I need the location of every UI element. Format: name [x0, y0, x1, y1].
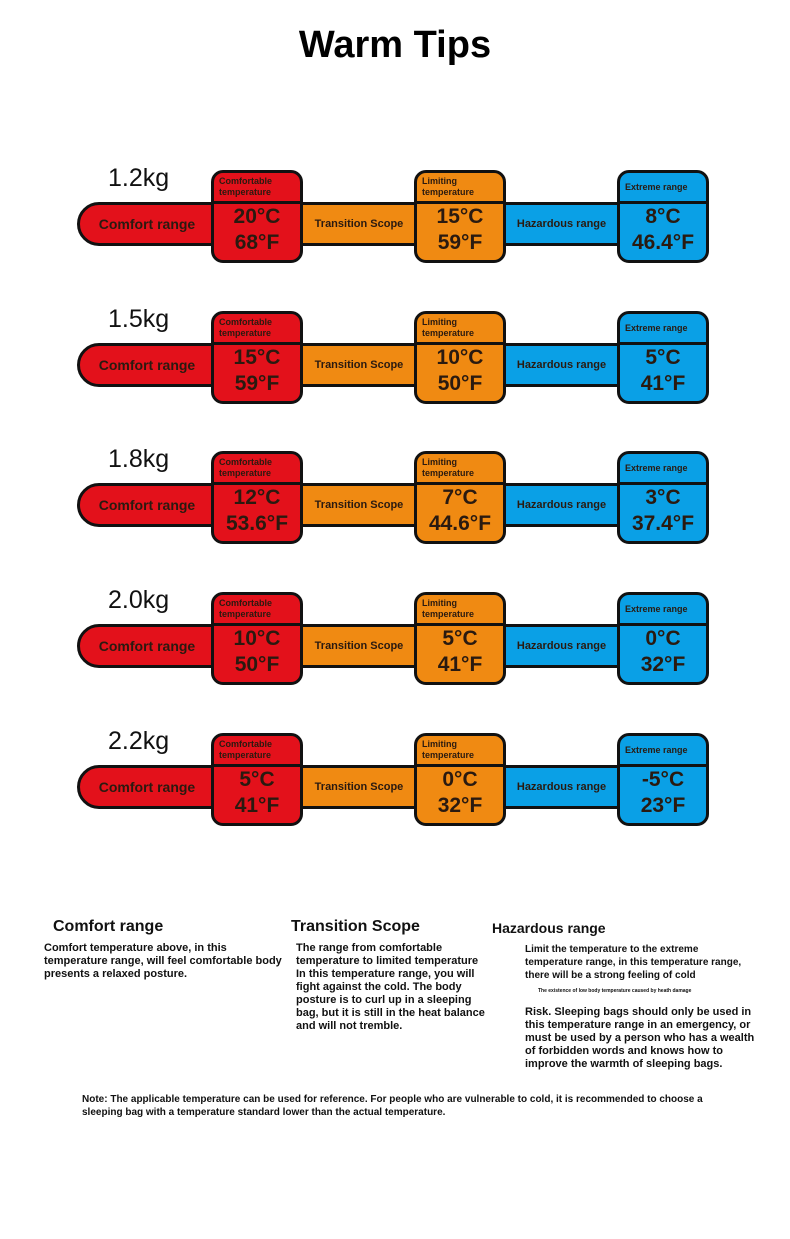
- comfortable-temperature-box: Comfortable temperature 5°C 41°F: [211, 732, 303, 826]
- hazardous-range-bar: Hazardous range: [501, 342, 622, 387]
- box-header: Comfortable temperature: [214, 595, 300, 627]
- box-header: Extreme range: [620, 736, 706, 767]
- box-header: Extreme range: [620, 454, 706, 486]
- celsius-value: 7°C: [442, 486, 478, 510]
- celsius-value: -5°C: [641, 767, 685, 791]
- extreme-range-box: Extreme range 3°C 37.4°F: [617, 451, 709, 545]
- celsius-value: 15°C: [233, 345, 281, 369]
- comfort-range-bar: Comfort range: [77, 764, 217, 809]
- fahrenheit-value: 41°F: [234, 793, 280, 817]
- comfortable-temperature-box: Comfortable temperature 12°C 53.6°F: [211, 451, 303, 545]
- weight-row: 2.2kg Comfort range Transition Scope Haz…: [0, 727, 790, 833]
- transition-heading: Transition Scope: [291, 918, 420, 935]
- fahrenheit-value: 50°F: [437, 371, 483, 395]
- fahrenheit-value: 41°F: [640, 371, 686, 395]
- celsius-value: 5°C: [239, 767, 275, 791]
- box-header: Comfortable temperature: [214, 173, 300, 204]
- transition-scope-bar: Transition Scope: [298, 764, 420, 809]
- celsius-value: 20°C: [233, 205, 281, 228]
- comfort-range-bar: Comfort range: [77, 342, 217, 387]
- fahrenheit-value: 37.4°F: [631, 512, 695, 536]
- box-header: Limiting temperature: [417, 595, 503, 627]
- extreme-range-box: Extreme range 5°C 41°F: [617, 310, 709, 404]
- celsius-value: 3°C: [645, 486, 681, 510]
- box-header: Limiting temperature: [417, 314, 503, 345]
- celsius-value: 10°C: [233, 627, 281, 651]
- extreme-range-box: Extreme range -5°C 23°F: [617, 732, 709, 826]
- celsius-value: 5°C: [645, 345, 681, 369]
- box-header: Limiting temperature: [417, 736, 503, 767]
- hazardous-range-bar: Hazardous range: [501, 202, 622, 246]
- box-header: Comfortable temperature: [214, 454, 300, 486]
- fahrenheit-value: 32°F: [640, 653, 686, 677]
- weight-label: 1.8kg: [108, 445, 170, 474]
- hazard-heading: Hazardous range: [492, 920, 606, 936]
- celsius-value: 0°C: [645, 627, 681, 651]
- box-header: Extreme range: [620, 314, 706, 345]
- fahrenheit-value: 23°F: [640, 793, 686, 817]
- comfort-heading: Comfort range: [53, 918, 164, 935]
- box-header: Limiting temperature: [417, 454, 503, 486]
- hazardous-range-bar: Hazardous range: [501, 483, 622, 528]
- comfort-range-bar: Comfort range: [77, 202, 217, 246]
- fahrenheit-value: 59°F: [234, 371, 280, 395]
- extreme-range-box: Extreme range 0°C 32°F: [617, 592, 709, 686]
- comfort-text: Comfort temperature above, in this tempe…: [44, 942, 282, 980]
- celsius-value: 0°C: [442, 767, 478, 791]
- comfort-range-bar: Comfort range: [77, 483, 217, 528]
- celsius-value: 5°C: [442, 627, 478, 651]
- hazardous-range-bar: Hazardous range: [501, 624, 622, 669]
- hazard-text-1: Limit the temperature to the extreme tem…: [525, 944, 742, 981]
- fahrenheit-value: 68°F: [234, 231, 280, 254]
- transition-text: The range from comfortable temperature t…: [296, 942, 485, 1032]
- transition-scope-bar: Transition Scope: [298, 483, 420, 528]
- fahrenheit-value: 50°F: [234, 653, 280, 677]
- weight-label: 1.5kg: [108, 304, 170, 333]
- celsius-value: 15°C: [436, 205, 484, 228]
- hazard-small-text: The existence of low body temperature ca…: [538, 988, 692, 994]
- limiting-temperature-box: Limiting temperature 10°C 50°F: [414, 310, 506, 404]
- comfortable-temperature-box: Comfortable temperature 20°C 68°F: [211, 170, 303, 263]
- fahrenheit-value: 32°F: [437, 793, 483, 817]
- page-title: Warm Tips: [298, 24, 492, 66]
- limiting-temperature-box: Limiting temperature 15°C 59°F: [414, 170, 506, 263]
- hazardous-range-bar: Hazardous range: [501, 764, 622, 809]
- fahrenheit-value: 41°F: [437, 653, 483, 677]
- comfortable-temperature-box: Comfortable temperature 15°C 59°F: [211, 310, 303, 404]
- celsius-value: 10°C: [436, 345, 484, 369]
- extreme-range-box: Extreme range 8°C 46.4°F: [617, 170, 709, 263]
- limiting-temperature-box: Limiting temperature 5°C 41°F: [414, 592, 506, 686]
- weight-label: 2.0kg: [108, 586, 170, 615]
- weight-label: 2.2kg: [108, 726, 170, 755]
- transition-scope-bar: Transition Scope: [298, 624, 420, 669]
- fahrenheit-value: 59°F: [437, 231, 483, 254]
- limiting-temperature-box: Limiting temperature 7°C 44.6°F: [414, 451, 506, 545]
- comfort-range-bar: Comfort range: [77, 624, 217, 669]
- hazard-text-2: Risk. Sleeping bags should only be used …: [525, 1006, 755, 1070]
- weight-label: 1.2kg: [108, 164, 170, 192]
- transition-scope-bar: Transition Scope: [298, 202, 420, 246]
- box-header: Extreme range: [620, 595, 706, 627]
- weight-row: 1.2kg Comfort range Transition Scope Haz…: [0, 164, 790, 270]
- box-header: Comfortable temperature: [214, 736, 300, 767]
- transition-scope-bar: Transition Scope: [298, 342, 420, 387]
- fahrenheit-value: 53.6°F: [225, 512, 289, 536]
- box-header: Limiting temperature: [417, 173, 503, 204]
- weight-row: 2.0kg Comfort range Transition Scope Haz…: [0, 586, 790, 692]
- note-text: Note: The applicable temperature can be …: [82, 1094, 703, 1118]
- box-header: Comfortable temperature: [214, 314, 300, 345]
- weight-row: 1.8kg Comfort range Transition Scope Haz…: [0, 445, 790, 551]
- comfortable-temperature-box: Comfortable temperature 10°C 50°F: [211, 592, 303, 686]
- celsius-value: 8°C: [645, 205, 681, 228]
- box-header: Extreme range: [620, 173, 706, 204]
- fahrenheit-value: 44.6°F: [428, 512, 492, 536]
- limiting-temperature-box: Limiting temperature 0°C 32°F: [414, 732, 506, 826]
- fahrenheit-value: 46.4°F: [631, 231, 695, 254]
- weight-row: 1.5kg Comfort range Transition Scope Haz…: [0, 305, 790, 411]
- celsius-value: 12°C: [233, 486, 281, 510]
